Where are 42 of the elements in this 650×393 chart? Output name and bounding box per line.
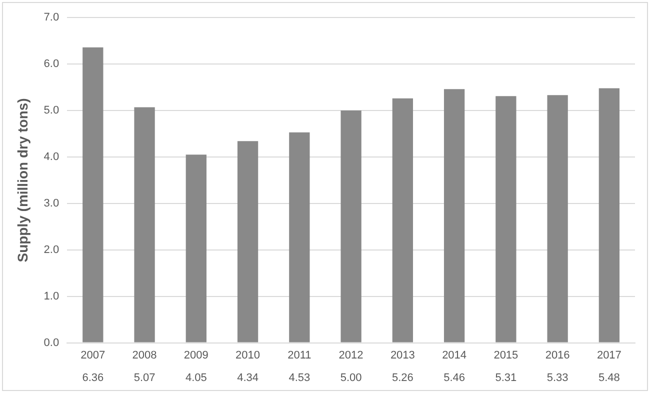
x-tick-label: 2015 <box>494 349 518 362</box>
data-label: 5.33 <box>546 372 568 384</box>
y-tick-label: 7.0 <box>44 12 60 24</box>
data-label: 5.00 <box>340 372 362 384</box>
x-tick-label: 2007 <box>80 349 106 362</box>
data-label: 5.48 <box>598 372 620 384</box>
y-tick-label: 0.0 <box>44 336 60 349</box>
bar <box>547 95 568 342</box>
bar <box>444 89 465 342</box>
y-tick-label: 3.0 <box>44 197 60 210</box>
y-tick-label: 2.0 <box>44 244 60 256</box>
x-tick-label: 2011 <box>288 349 312 362</box>
x-tick-label: 2016 <box>545 349 570 362</box>
bar <box>186 154 206 342</box>
x-tick-label: 2014 <box>442 349 467 362</box>
bar <box>237 141 258 342</box>
x-tick-label: 2008 <box>132 349 157 362</box>
bar <box>496 96 516 342</box>
y-tick-label: 6.0 <box>44 58 60 70</box>
y-axis-title: Supply (million dry tons) <box>14 98 30 262</box>
bar <box>392 98 413 342</box>
data-label: 5.46 <box>444 372 466 384</box>
x-tick-label: 2009 <box>184 349 208 362</box>
y-tick-label: 5.0 <box>44 104 60 117</box>
bar <box>340 110 362 342</box>
x-tick-label: 2013 <box>390 349 415 362</box>
data-label: 5.07 <box>134 372 156 384</box>
data-label: 4.05 <box>185 372 207 384</box>
y-tick-label: 1.0 <box>44 290 60 302</box>
bar <box>598 88 620 342</box>
x-tick-label: 2017 <box>596 349 622 362</box>
data-label: 4.53 <box>288 372 310 384</box>
bar <box>289 132 310 342</box>
data-label: 5.31 <box>495 372 517 384</box>
bar <box>82 47 104 342</box>
data-label: 5.26 <box>392 372 414 384</box>
y-tick-label: 4.0 <box>44 151 60 164</box>
data-label: 6.36 <box>82 372 104 384</box>
bar <box>134 107 155 342</box>
data-label: 4.34 <box>237 372 258 384</box>
x-tick-label: 2010 <box>236 349 260 362</box>
x-tick-label: 2012 <box>338 349 364 362</box>
